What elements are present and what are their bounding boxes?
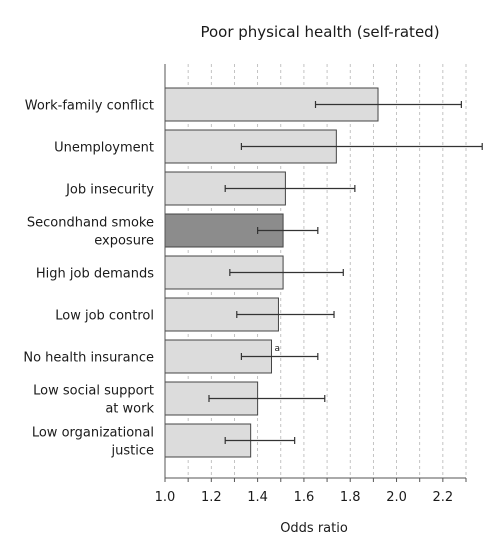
- x-tick-label: 1.4: [247, 490, 268, 505]
- category-label: at work: [105, 402, 154, 417]
- category-label: Unemployment: [54, 141, 154, 156]
- category-label: Low organizational: [32, 426, 154, 441]
- category-label: Low social support: [33, 384, 154, 399]
- x-tick-label: 2.2: [433, 490, 454, 505]
- x-tick-label: 1.2: [201, 490, 222, 505]
- x-tick-label: 2.0: [386, 490, 407, 505]
- category-label: High job demands: [36, 267, 154, 282]
- bar-annotation: a: [275, 344, 281, 354]
- x-tick-label: 1.6: [294, 490, 315, 505]
- category-label: Low job control: [55, 309, 154, 324]
- error-bars: a: [208, 101, 483, 444]
- category-label: exposure: [94, 234, 154, 249]
- category-label: justice: [111, 444, 154, 459]
- category-labels: Work-family conflict Unemployment Job inse…: [23, 99, 154, 459]
- chart-title: Poor physical health (self-rated): [200, 23, 439, 41]
- x-axis-label: Odds ratio: [280, 521, 348, 536]
- x-tick-label: 1.8: [340, 490, 361, 505]
- category-label: Job insecurity: [65, 183, 154, 198]
- category-label: Work-family conflict: [25, 99, 154, 114]
- axis: 1.0 1.2 1.4 1.6 1.8 2.0 2.2: [155, 64, 467, 505]
- x-tick-label: 1.0: [155, 490, 176, 505]
- category-label: No health insurance: [23, 351, 154, 366]
- category-label: Secondhand smoke: [27, 216, 154, 231]
